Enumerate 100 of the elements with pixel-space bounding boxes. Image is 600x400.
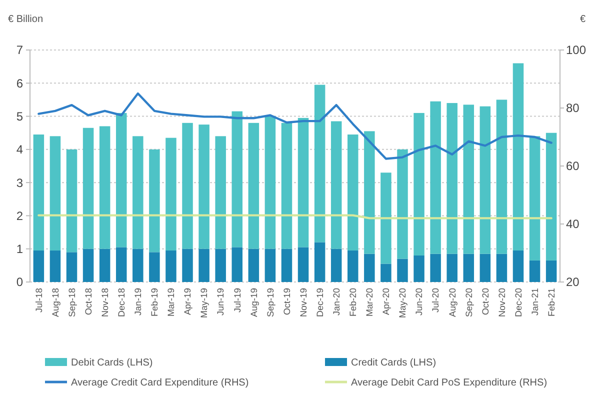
y-tick-label: 6 <box>16 76 24 90</box>
bar <box>50 136 61 251</box>
bar <box>198 248 210 282</box>
bar <box>480 254 491 282</box>
x-tick-label: Aug-20 <box>447 288 458 318</box>
bar <box>116 112 127 248</box>
bar <box>529 260 540 282</box>
bar <box>546 132 557 260</box>
bar <box>314 84 326 242</box>
x-tick-label: Dec-19 <box>314 288 325 318</box>
y-tick-label: 7 <box>16 43 24 58</box>
x-tick-label: Oct-18 <box>83 288 94 316</box>
bar <box>149 149 160 252</box>
bar <box>116 247 127 282</box>
x-tick-label: Apr-19 <box>182 288 193 316</box>
x-tick-label: Jun-19 <box>216 288 226 316</box>
x-tick-label: Nov-18 <box>100 288 110 318</box>
bar <box>281 248 292 282</box>
y2-tick-label: 60 <box>566 159 580 174</box>
bar <box>215 248 226 282</box>
bar <box>132 248 144 282</box>
y-tick-label: 0 <box>16 275 24 290</box>
y-axis-title: € Billion <box>8 14 44 25</box>
bar <box>512 250 524 282</box>
x-tick-label: Sep-18 <box>66 288 77 318</box>
y-tick-label: 3 <box>16 176 24 190</box>
x-tick-label: Jan-19 <box>133 288 144 316</box>
bar <box>232 247 242 282</box>
bar <box>380 264 392 282</box>
bar <box>414 255 424 282</box>
x-tick-label: Sep-19 <box>265 288 276 318</box>
y-tick-label: 2 <box>16 208 24 223</box>
bar <box>314 242 326 282</box>
bar <box>99 126 110 249</box>
bar <box>529 136 540 260</box>
bar <box>166 138 176 251</box>
bar <box>446 103 458 254</box>
bar <box>66 149 78 252</box>
x-tick-label: Dec-18 <box>116 288 127 318</box>
x-tick-label: Jul-20 <box>430 288 441 313</box>
y-tick-label: 4 <box>16 142 24 157</box>
bar <box>330 121 342 249</box>
bar <box>380 172 392 264</box>
bar <box>348 134 358 251</box>
bar <box>496 100 508 254</box>
bar <box>430 101 441 254</box>
x-tick-label: Nov-20 <box>496 288 507 318</box>
bar <box>512 63 524 251</box>
x-tick-label: Aug-18 <box>50 288 60 318</box>
bar <box>166 250 176 282</box>
bar <box>182 122 193 249</box>
x-tick-label: Feb-21 <box>546 288 556 317</box>
bar <box>546 260 557 282</box>
y2-tick-label: 80 <box>566 101 580 116</box>
bar <box>397 258 408 282</box>
bar <box>348 250 358 282</box>
bar <box>248 248 260 282</box>
bar <box>248 122 260 249</box>
y2-axis-title: € <box>580 14 586 25</box>
bar <box>50 250 61 282</box>
bar <box>99 248 110 282</box>
bar <box>215 136 226 249</box>
bar <box>149 252 160 282</box>
x-tick-label: Oct-20 <box>480 288 490 316</box>
bar <box>33 250 44 282</box>
bar <box>264 248 276 282</box>
x-tick-label: Nov-19 <box>298 288 308 318</box>
line-series <box>38 92 552 160</box>
x-tick-label: May-19 <box>199 288 210 318</box>
x-tick-label: Jun-20 <box>414 288 424 316</box>
x-tick-label: Oct-19 <box>282 288 292 316</box>
x-tick-label: Feb-20 <box>348 288 358 317</box>
bar <box>182 248 193 282</box>
x-tick-label: Aug-19 <box>248 288 259 318</box>
x-tick-label: Jan-21 <box>530 288 540 316</box>
x-tick-label: Jul-19 <box>232 288 242 313</box>
y-tick-label: 1 <box>16 242 24 256</box>
x-tick-label: Sep-20 <box>464 288 474 318</box>
x-tick-label: Jul-18 <box>34 288 44 313</box>
bar <box>463 254 474 282</box>
x-tick-label: Feb-19 <box>150 288 160 317</box>
bar <box>463 104 474 254</box>
bar <box>397 149 408 259</box>
bar <box>364 254 375 282</box>
y-tick-label: 5 <box>16 109 24 124</box>
bar <box>232 111 242 248</box>
x-tick-label: Jan-20 <box>331 288 342 316</box>
legend-label: Average Debit Card PoS Expenditure (RHS) <box>351 378 548 388</box>
bar <box>33 134 44 251</box>
bar <box>496 254 508 282</box>
bar <box>480 106 491 254</box>
x-tick-label: Mar-19 <box>166 288 176 317</box>
y2-tick-label: 40 <box>566 217 580 232</box>
y2-tick-label: 20 <box>566 275 580 290</box>
bar <box>298 118 309 248</box>
y2-tick-label: 100 <box>566 43 586 58</box>
bar <box>82 128 94 249</box>
bar <box>82 248 94 282</box>
bar <box>66 252 78 282</box>
bar <box>281 122 292 249</box>
